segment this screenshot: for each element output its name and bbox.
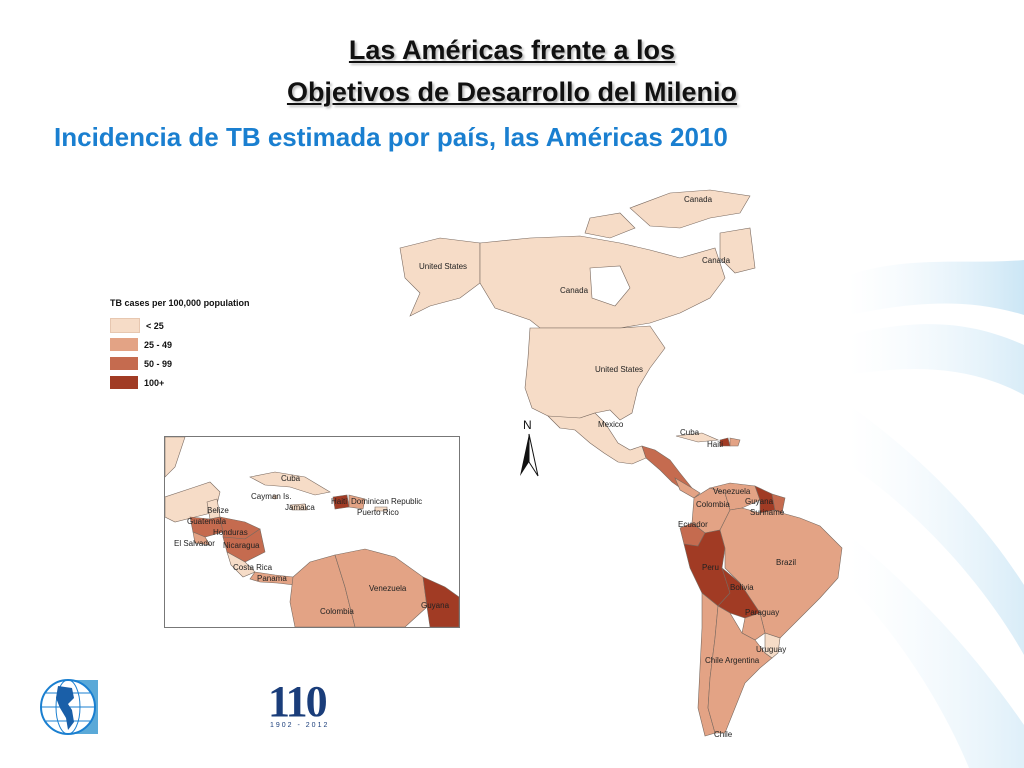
label-bolivia: Bolivia [730, 583, 754, 592]
label-canada-north: Canada [684, 195, 713, 204]
label-cuba: Cuba [680, 428, 700, 437]
inset-region-costa-rica [226, 551, 256, 578]
region-central-america-south [674, 477, 701, 499]
caribbean-inset-map: Cuba Cayman Is. Jamaica Haiti Dominican … [164, 436, 460, 628]
region-arctic-islands [629, 189, 751, 229]
label-canada-east: Canada [702, 256, 731, 265]
label-ecuador: Ecuador [678, 520, 708, 529]
inset-label-cayman: Cayman Is. [251, 492, 292, 501]
inset-label-puerto-rico: Puerto Rico [357, 508, 399, 517]
region-alaska [399, 237, 481, 317]
legend-item: 25 - 49 [110, 335, 250, 354]
north-arrow: N [514, 418, 544, 485]
label-guyana: Guyana [745, 497, 774, 506]
legend-label: 100+ [144, 377, 165, 388]
inset-region-guyana [422, 576, 459, 627]
legend-label: 25 - 49 [144, 339, 173, 350]
region-brazil [719, 507, 843, 639]
inset-label-nicaragua: Nicaragua [223, 541, 260, 550]
inset-region-dominican [348, 494, 366, 510]
legend-swatch [110, 338, 138, 351]
inset-label-honduras: Honduras [213, 528, 248, 537]
region-uruguay [764, 632, 781, 659]
legend-label: 50 - 99 [144, 358, 173, 369]
inset-label-panama: Panama [257, 574, 287, 583]
legend-label: < 25 [146, 320, 164, 331]
label-canada: Canada [560, 286, 589, 295]
inset-label-belize: Belize [207, 506, 229, 515]
region-cuba [675, 432, 720, 443]
region-venezuela [708, 482, 761, 511]
title-line-1: Las Américas frente a los [348, 35, 676, 65]
anniversary-years: 1902 - 2012 [270, 722, 330, 729]
legend-swatch [110, 376, 138, 389]
legend-swatch [110, 318, 140, 333]
label-colombia: Colombia [696, 500, 730, 509]
inset-label-el-salvador: El Salvador [174, 539, 215, 548]
label-haiti: Haiti [707, 440, 724, 449]
title-line-2: Objetivos de Desarrollo del Milenio [286, 77, 738, 107]
label-brazil: Brazil [776, 558, 797, 567]
inset-region-cayman [272, 494, 278, 500]
legend-item: 50 - 99 [110, 354, 250, 373]
label-mexico: Mexico [598, 420, 624, 429]
region-united-states [524, 325, 666, 429]
americas-map [399, 189, 843, 737]
region-paraguay [741, 612, 766, 641]
inset-region-cuba [249, 471, 331, 496]
label-uruguay: Uruguay [756, 645, 787, 654]
inset-label-costa-rica: Costa Rica [233, 563, 273, 572]
inset-map-shapes [165, 437, 459, 627]
inset-region-puerto-rico [374, 506, 388, 512]
map-legend: TB cases per 100,000 population < 25 25 … [110, 298, 250, 392]
region-hudson-bay [589, 265, 631, 307]
inset-region-panama [249, 571, 296, 586]
label-chile-south: Chile [714, 730, 733, 739]
north-arrow-icon [520, 433, 539, 477]
region-arctic-islands [584, 212, 636, 239]
label-venezuela: Venezuela [713, 487, 751, 496]
globe-americas-icon [40, 679, 98, 735]
inset-label-jamaica: Jamaica [285, 503, 315, 512]
inset-region-jamaica [289, 503, 308, 511]
region-dominican [729, 437, 741, 447]
label-paraguay: Paraguay [745, 608, 780, 617]
inset-label-guyana: Guyana [421, 601, 450, 610]
inset-region-mexico [165, 437, 186, 478]
legend-swatch [110, 357, 138, 370]
inset-region-el-salvador [192, 531, 211, 546]
region-argentina [707, 605, 773, 734]
label-peru: Peru [702, 563, 719, 572]
region-mexico [547, 412, 647, 465]
region-greenland-edge [719, 227, 756, 274]
legend-item: < 25 [110, 316, 250, 335]
inset-label-haiti: Haiti [331, 497, 348, 506]
inset-label-guatemala: Guatemala [187, 517, 227, 526]
inset-label-dominican: Dominican Republic [351, 497, 423, 506]
anniversary-number: 110 [268, 677, 328, 726]
inset-label-colombia: Colombia [320, 607, 354, 616]
background-swoosh [849, 260, 1024, 768]
label-us-alaska: United States [419, 262, 468, 271]
label-united-states: United States [595, 365, 644, 374]
north-arrow-label: N [523, 418, 532, 432]
inset-label-cuba: Cuba [281, 474, 301, 483]
label-chile: Chile [705, 656, 724, 665]
label-argentina: Argentina [725, 656, 760, 665]
label-suriname: Suriname [750, 508, 785, 517]
inset-label-venezuela: Venezuela [369, 584, 407, 593]
map-subtitle: Incidencia de TB estimada por país, las … [54, 122, 728, 152]
legend-title: TB cases per 100,000 population [110, 298, 250, 308]
legend-item: 100+ [110, 373, 250, 392]
